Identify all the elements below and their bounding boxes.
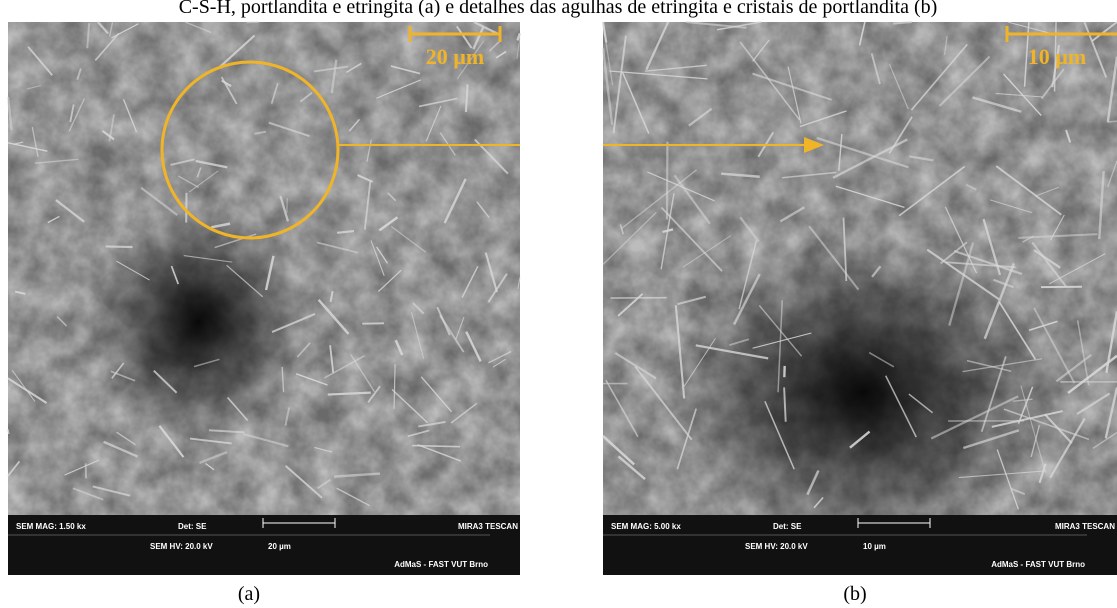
- info-det: Det: SE: [178, 522, 207, 531]
- crystal-needle: [247, 22, 260, 23]
- scale-bar-label: 20 µm: [426, 44, 485, 69]
- scale-bar-label: 10 µm: [1028, 44, 1087, 69]
- panel-label: (a): [238, 583, 260, 605]
- info-scale: 10 µm: [863, 542, 886, 551]
- panel-label: (b): [843, 583, 866, 605]
- sem-image: SEM MAG: 5.00 kx Det: SE SEM HV: 20.0 kV 10…: [603, 22, 1117, 575]
- info-det: Det: SE: [773, 522, 802, 531]
- crystal-needle: [106, 246, 133, 247]
- figure: C-S-H, portlandita e etringita (a) e det…: [0, 0, 1117, 608]
- info-scale: 20 µm: [268, 542, 291, 551]
- caption: C-S-H, portlandita e etringita (a) e det…: [179, 0, 938, 18]
- info-brand: MIRA3 TESCAN: [1055, 522, 1115, 531]
- crystal-needle: [412, 446, 460, 447]
- crystal-needle: [8, 429, 9, 434]
- info-brand: MIRA3 TESCAN: [458, 522, 518, 531]
- info-hv: SEM HV: 20.0 kV: [745, 542, 808, 551]
- info-mag: SEM MAG: 5.00 kx: [611, 522, 681, 531]
- info-mag: SEM MAG: 1.50 kx: [16, 522, 86, 531]
- pore: [663, 232, 1063, 552]
- pore: [88, 202, 308, 442]
- info-lab: AdMaS - FAST VUT Brno: [394, 560, 488, 569]
- sem-image: SEM MAG: 1.50 kx Det: SE SEM HV: 20.0 kV 20…: [8, 22, 520, 575]
- info-lab: AdMaS - FAST VUT Brno: [991, 560, 1085, 569]
- info-hv: SEM HV: 20.0 kV: [150, 542, 213, 551]
